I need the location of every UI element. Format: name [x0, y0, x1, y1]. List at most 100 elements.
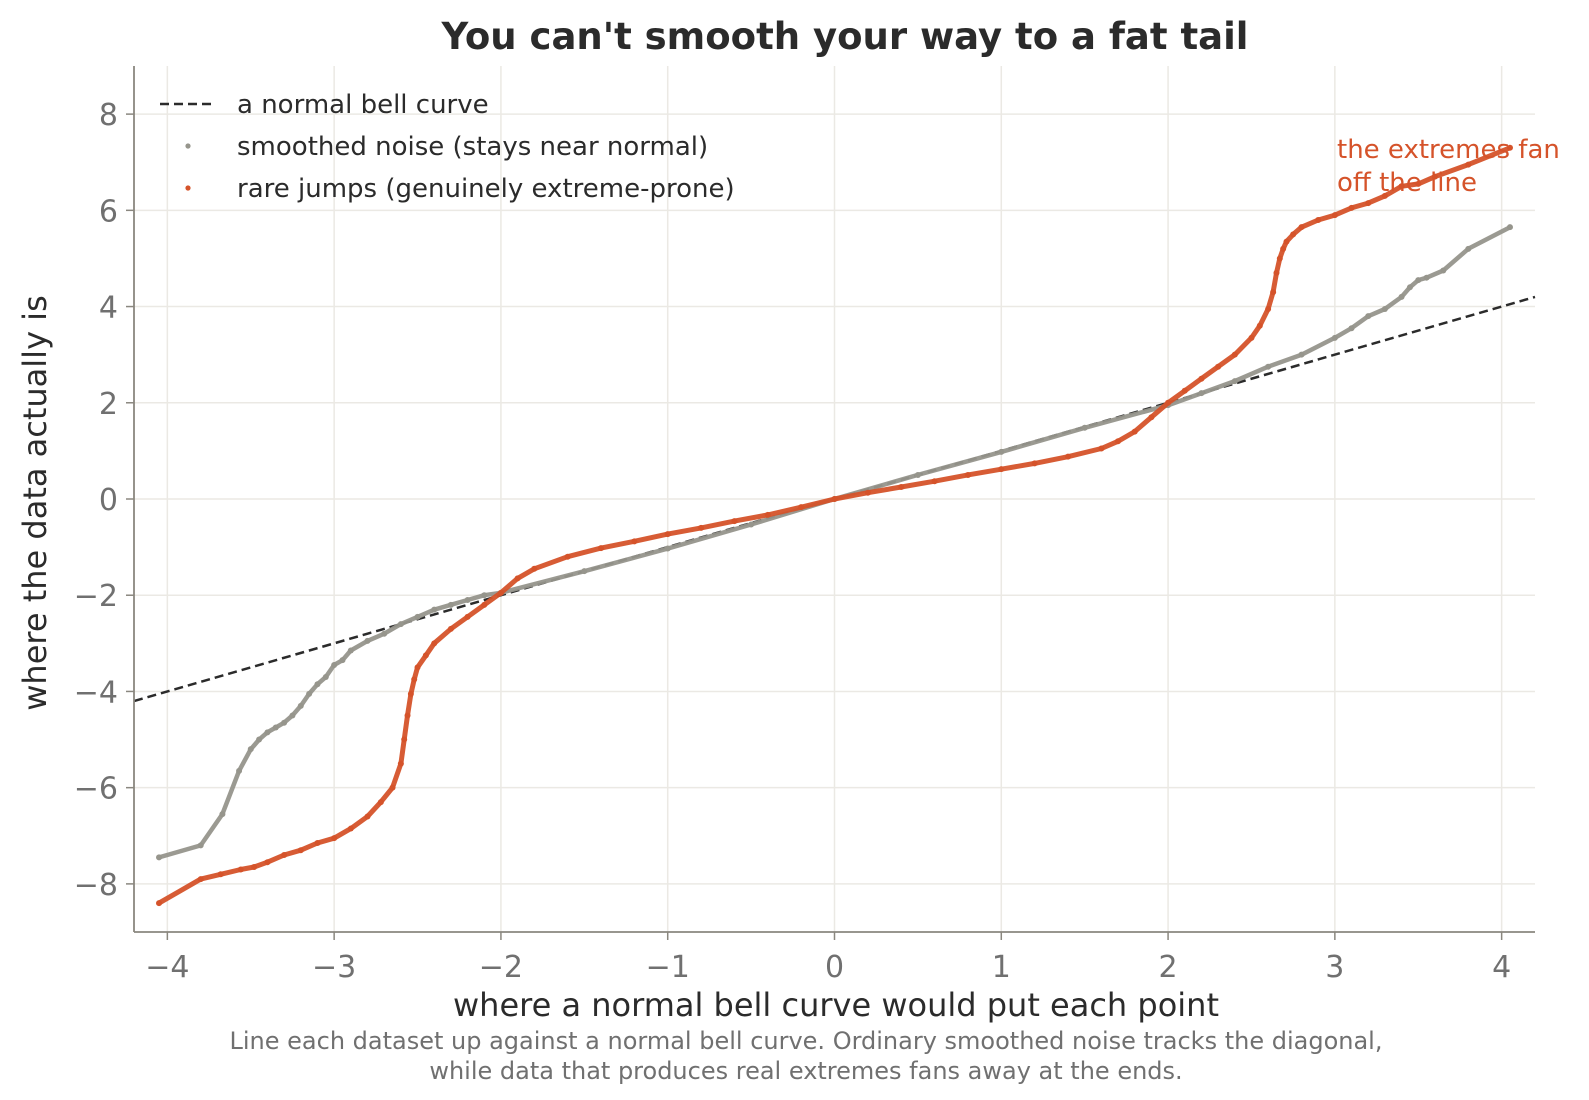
series-1-point	[864, 489, 871, 496]
axes	[126, 66, 1535, 940]
series-1-point	[404, 712, 411, 719]
chart-title: You can't smooth your way to a fat tail	[440, 15, 1248, 58]
series-1-point	[314, 839, 321, 846]
series-1-point	[1331, 212, 1338, 219]
series-1-point	[564, 553, 571, 560]
series-0-point	[197, 842, 204, 849]
series-1-point	[698, 524, 705, 531]
series-1-point	[389, 784, 396, 791]
series-0-point	[914, 471, 921, 478]
series-1-point	[347, 825, 354, 832]
series-0-point	[1265, 363, 1272, 370]
series-0-point	[347, 647, 354, 654]
x-axis-label: where a normal bell curve would put each…	[453, 986, 1219, 1024]
series-0-point	[1331, 334, 1338, 341]
series-rare-jumps	[156, 144, 1513, 907]
series-0-point	[156, 854, 163, 861]
series-1-point	[598, 545, 604, 552]
legend-label-smoothed-noise: smoothed noise (stays near normal)	[237, 132, 708, 162]
series-1-point	[998, 466, 1005, 473]
series-1-point	[631, 538, 638, 545]
series-1-point	[1283, 238, 1290, 245]
series-0-point	[1465, 245, 1472, 252]
series-1-point	[377, 799, 384, 806]
caption-line-2: while data that produces real extremes f…	[429, 1057, 1182, 1085]
series-1-point	[397, 760, 404, 767]
series-1-point	[422, 652, 429, 659]
series-0-point	[1415, 277, 1422, 284]
series-1-point	[1315, 216, 1322, 223]
x-tick-label: 2	[1159, 950, 1178, 985]
series-1-point	[1181, 387, 1188, 394]
series-1-point	[1348, 204, 1355, 211]
series-1-point	[237, 866, 244, 873]
series-1-point	[1381, 192, 1388, 199]
series-0-point	[314, 681, 321, 688]
series-1-point	[431, 640, 438, 647]
x-tick-label: 4	[1492, 950, 1511, 985]
series-1-point	[1431, 173, 1438, 180]
y-tick-label: −6	[74, 772, 118, 807]
series-1-point	[281, 852, 288, 859]
series-0-point	[264, 729, 271, 736]
series-0-point	[247, 746, 254, 753]
series-0-point	[1423, 274, 1430, 281]
y-tick-label: 0	[99, 483, 118, 518]
y-tick-label: −2	[74, 579, 118, 614]
series-1-point	[264, 859, 271, 866]
series-1-point	[764, 511, 771, 518]
y-axis-label: where the data actually is	[16, 295, 54, 710]
series-0-point	[289, 712, 296, 719]
series-1-point	[1065, 453, 1071, 460]
series-1-point	[414, 664, 421, 671]
series-1-point	[1256, 322, 1263, 329]
series-1-point	[1098, 445, 1105, 452]
series-0-point	[236, 767, 243, 774]
series-1-point	[964, 471, 971, 478]
caption-line-1: Line each dataset up against a normal be…	[230, 1027, 1383, 1055]
series-0-point	[219, 811, 226, 818]
x-tick-label: −3	[312, 950, 356, 985]
y-tick-label: 8	[99, 98, 118, 133]
series-0-point	[447, 601, 454, 608]
series-1-point	[401, 736, 408, 743]
series-0-point	[1348, 325, 1355, 332]
series-1-point	[331, 835, 338, 842]
x-tick-label: −1	[646, 950, 690, 985]
series-0-point	[581, 568, 588, 575]
series-0-point	[748, 521, 755, 528]
series-1-point	[364, 813, 371, 820]
series-1-point	[1298, 224, 1305, 231]
series-0-point	[1406, 284, 1413, 291]
series-1-point	[1248, 334, 1255, 341]
series-0-point	[664, 545, 671, 552]
series-1-point	[481, 601, 488, 608]
series-0-point	[1440, 267, 1447, 274]
series-1-point	[1506, 144, 1513, 151]
series-1-point	[1115, 438, 1122, 445]
series-1-point	[411, 676, 418, 683]
series-1-point	[1290, 231, 1297, 238]
legend: a normal bell curve smoothed noise (stay…	[160, 90, 735, 204]
series-0-point	[272, 724, 279, 731]
series-1-point	[898, 483, 905, 490]
series-0-point	[331, 661, 338, 668]
series-1-point	[1165, 399, 1172, 406]
series-1-point	[217, 871, 224, 878]
series-1-point	[1215, 363, 1222, 370]
x-tick-label: 3	[1325, 950, 1344, 985]
series-1-point	[197, 876, 204, 883]
series-0-point	[464, 597, 471, 604]
series-1-point	[156, 900, 163, 907]
y-tick-label: −4	[74, 675, 118, 710]
y-tick-label: 4	[99, 291, 118, 326]
series-1-point	[1198, 375, 1205, 382]
annotation: the extremes fan off the line	[1337, 135, 1560, 198]
x-tick-label: 0	[825, 950, 844, 985]
series-0-point	[306, 690, 313, 697]
series-0-point	[1381, 305, 1388, 312]
series-0-point	[1231, 378, 1238, 385]
x-tick-label: 1	[992, 950, 1011, 985]
series-1-point	[1398, 183, 1405, 190]
series-1-point	[251, 864, 258, 871]
